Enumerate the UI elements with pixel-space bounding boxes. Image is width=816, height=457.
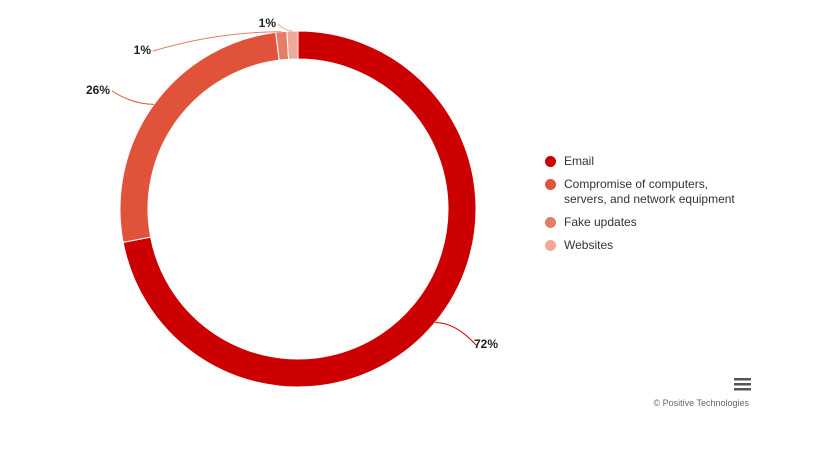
menu-bar [734, 388, 751, 391]
connector [111, 90, 154, 105]
legend-item[interactable]: Fake updates [545, 215, 745, 230]
data-label: 1% [134, 43, 152, 57]
legend-item[interactable]: Websites [545, 238, 745, 253]
data-label: 26% [86, 83, 110, 97]
donut-slice [122, 30, 477, 388]
legend-marker [545, 179, 556, 190]
connector [277, 23, 293, 32]
legend-label: Fake updates [564, 215, 637, 229]
data-label: 72% [474, 337, 498, 351]
legend-marker [545, 240, 556, 251]
data-label: 1% [259, 16, 277, 30]
connector [435, 321, 477, 346]
legend-item[interactable]: Email [545, 154, 745, 169]
legend-marker [545, 217, 556, 228]
legend-marker [545, 156, 556, 167]
legend-label: Websites [564, 238, 614, 252]
donut-slice [119, 31, 280, 243]
credit: © Positive Technologies [653, 398, 749, 408]
legend: Email Compromise of computers, servers, a… [545, 154, 745, 261]
connector [152, 31, 282, 52]
legend-label: Email [564, 154, 595, 168]
donut-slice [286, 30, 299, 60]
menu-bar [734, 383, 751, 386]
legend-item[interactable]: Compromise of computers, servers, and ne… [545, 177, 745, 207]
legend-label: Compromise of computers, servers, and ne… [564, 177, 735, 206]
menu-button[interactable] [733, 377, 753, 393]
menu-bar [734, 378, 751, 381]
